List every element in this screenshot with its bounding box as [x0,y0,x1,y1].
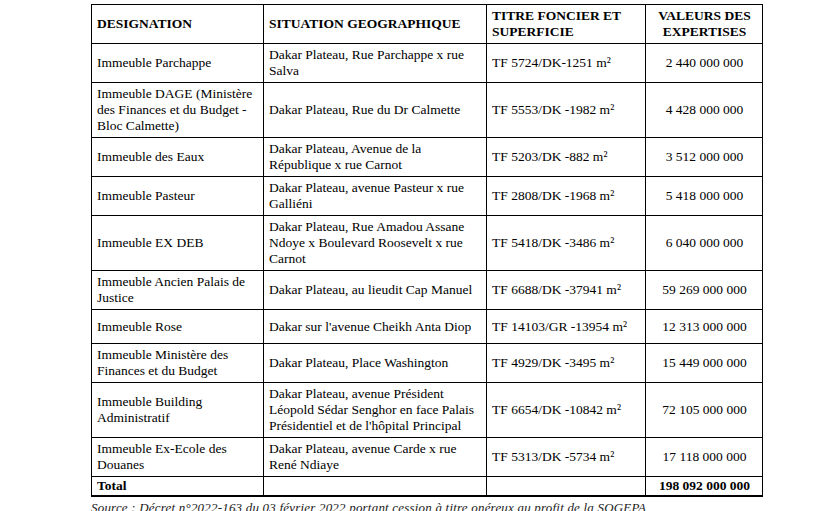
cell-valeur: 3 512 000 000 [646,138,763,177]
header-designation: DESIGNATION [92,5,264,44]
cell-situation: Dakar Plateau, avenue Carde x rue René N… [264,438,487,477]
cell-valeur: 6 040 000 000 [646,216,763,271]
cell-situation: Dakar Plateau, avenue Président Léopold … [264,383,487,438]
cell-designation: Immeuble Pasteur [92,177,264,216]
table-row: Immeuble Rose Dakar sur l'avenue Cheikh … [92,310,763,344]
cell-titre: TF 6654/DK -10842 m² [487,383,646,438]
table-total-row: Total 198 092 000 000 [92,477,763,497]
cell-designation: Immeuble Ex-Ecole des Douanes [92,438,264,477]
table-row: Immeuble EX DEB Dakar Plateau, Rue Amado… [92,216,763,271]
total-empty-situation [264,477,487,497]
table-row: Immeuble Building Administratif Dakar Pl… [92,383,763,438]
cell-valeur: 12 313 000 000 [646,310,763,344]
cell-titre: TF 5203/DK -882 m² [487,138,646,177]
cell-situation: Dakar Plateau, Rue Parchappe x rue Salva [264,44,487,83]
cell-valeur: 5 418 000 000 [646,177,763,216]
cell-designation: Immeuble EX DEB [92,216,264,271]
cell-titre: TF 5313/DK -5734 m² [487,438,646,477]
cell-valeur: 72 105 000 000 [646,383,763,438]
cell-situation: Dakar Plateau, Avenue de la République x… [264,138,487,177]
cell-titre: TF 5553/DK -1982 m² [487,83,646,138]
cell-situation: Dakar sur l'avenue Cheikh Anta Diop [264,310,487,344]
table-row: Immeuble Ex-Ecole des Douanes Dakar Plat… [92,438,763,477]
cell-titre: TF 5724/DK-1251 m² [487,44,646,83]
cell-designation: Immeuble des Eaux [92,138,264,177]
cell-titre: TF 5418/DK -3486 m² [487,216,646,271]
cell-designation: Immeuble DAGE (Ministère des Finances et… [92,83,264,138]
total-value: 198 092 000 000 [646,477,763,497]
valuation-table: DESIGNATION SITUATION GEOGRAPHIQUE TITRE… [91,4,763,497]
table-header-row: DESIGNATION SITUATION GEOGRAPHIQUE TITRE… [92,5,763,44]
table-row: Immeuble DAGE (Ministère des Finances et… [92,83,763,138]
cell-valeur: 17 118 000 000 [646,438,763,477]
cell-valeur: 59 269 000 000 [646,271,763,310]
table-row: Immeuble Parchappe Dakar Plateau, Rue Pa… [92,44,763,83]
table-row: Immeuble Pasteur Dakar Plateau, avenue P… [92,177,763,216]
cell-titre: TF 4929/DK -3495 m² [487,344,646,383]
cell-titre: TF 6688/DK -37941 m² [487,271,646,310]
cell-situation: Dakar Plateau, avenue Pasteur x rue Gall… [264,177,487,216]
cell-designation: Immeuble Building Administratif [92,383,264,438]
cell-designation: Immeuble Rose [92,310,264,344]
cell-situation: Dakar Plateau, Place Washington [264,344,487,383]
cell-designation: Immeuble Ancien Palais de Justice [92,271,264,310]
source-caption: Source : Décret n°2022-163 du 03 février… [91,500,791,511]
cell-titre: TF 2808/DK -1968 m² [487,177,646,216]
table-row: Immeuble Ministère des Finances et du Bu… [92,344,763,383]
table-row: Immeuble des Eaux Dakar Plateau, Avenue … [92,138,763,177]
cell-valeur: 2 440 000 000 [646,44,763,83]
cell-situation: Dakar Plateau, au lieudit Cap Manuel [264,271,487,310]
cell-valeur: 4 428 000 000 [646,83,763,138]
header-valeurs: VALEURS DES EXPERTISES [646,5,763,44]
cell-situation: Dakar Plateau, Rue du Dr Calmette [264,83,487,138]
cell-valeur: 15 449 000 000 [646,344,763,383]
cell-titre: TF 14103/GR -13954 m² [487,310,646,344]
total-empty-titre [487,477,646,497]
header-titre-foncier: TITRE FONCIER ET SUPERFICIE [487,5,646,44]
total-label: Total [92,477,264,497]
cell-situation: Dakar Plateau, Rue Amadou Assane Ndoye x… [264,216,487,271]
cell-designation: Immeuble Parchappe [92,44,264,83]
header-situation: SITUATION GEOGRAPHIQUE [264,5,487,44]
table-row: Immeuble Ancien Palais de Justice Dakar … [92,271,763,310]
cell-designation: Immeuble Ministère des Finances et du Bu… [92,344,264,383]
document-page: DESIGNATION SITUATION GEOGRAPHIQUE TITRE… [91,4,791,511]
